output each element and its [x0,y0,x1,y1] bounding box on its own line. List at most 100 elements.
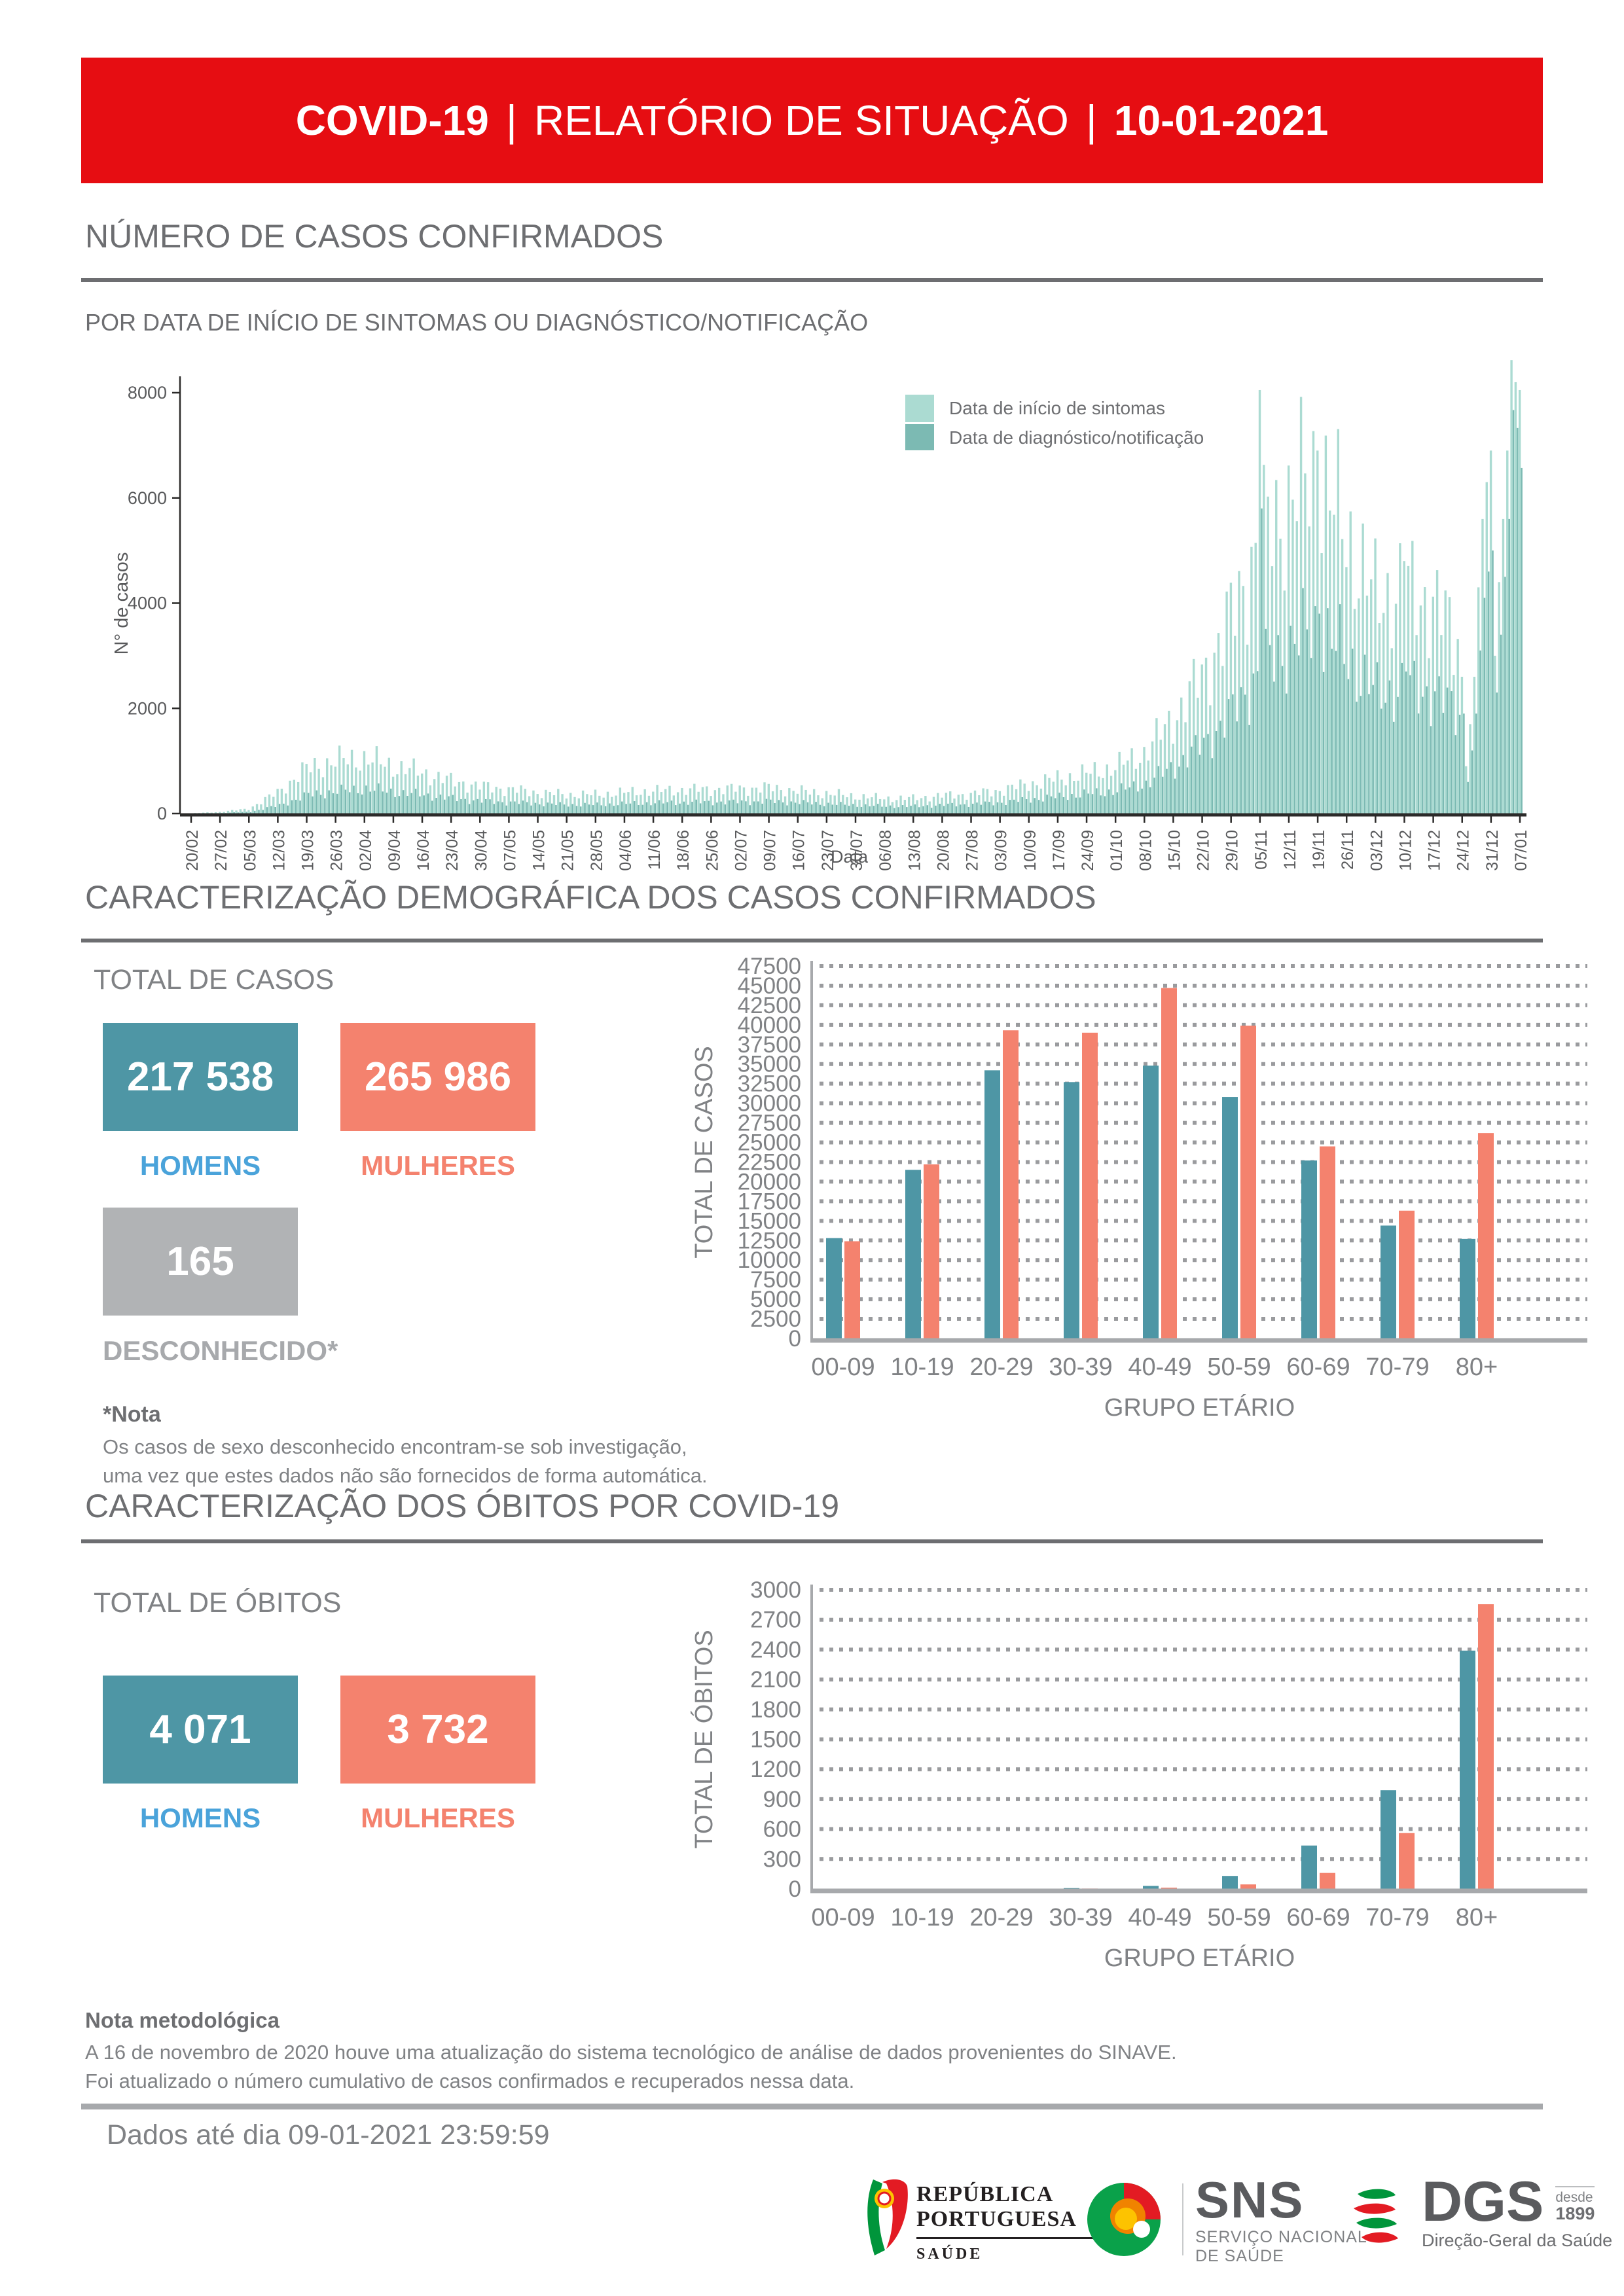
sns-logo: SNS SERVIÇO NACIONAL DE SAÚDE [1195,2171,1367,2266]
svg-text:20-29: 20-29 [969,1354,1033,1381]
svg-text:2000: 2000 [128,698,167,718]
svg-text:29/10: 29/10 [1223,830,1242,871]
svg-text:20000: 20000 [738,1169,801,1194]
dgs-since-year: 1899 [1555,2204,1595,2223]
section-cases-title: NÚMERO DE CASOS CONFIRMADOS [85,218,664,255]
sns-sub2: DE SAÚDE [1195,2247,1284,2265]
svg-text:03/12: 03/12 [1367,830,1386,871]
svg-text:05/11: 05/11 [1252,830,1271,870]
svg-text:07/01: 07/01 [1512,830,1530,871]
svg-text:32500: 32500 [738,1071,801,1097]
svg-text:25000: 25000 [738,1130,801,1156]
footer-divider [81,2104,1543,2109]
svg-text:50-59: 50-59 [1207,1354,1271,1381]
data-until-text: Dados até dia 09-01-2021 23:59:59 [107,2119,550,2151]
svg-text:31/12: 31/12 [1483,830,1502,871]
svg-text:25/06: 25/06 [703,830,721,871]
cases-unknown-box: 165 [103,1208,298,1316]
section-deaths-rule [81,1539,1543,1543]
cases-men-box: 217 538 [103,1023,298,1131]
total-deaths-label: TOTAL DE ÓBITOS [94,1587,342,1619]
deaths-by-age-chart: 0 300 600 900 1200 1500 1800 2100 2400 2700 3000 00… [690,1577,1587,1972]
republica-divider-line [916,2237,1127,2239]
svg-text:GRUPO ETÁRIO: GRUPO ETÁRIO [1104,1393,1295,1422]
svg-text:05/03: 05/03 [241,830,259,871]
republica-line2: PORTUGUESA [916,2207,1077,2231]
svg-text:08/10: 08/10 [1136,830,1155,871]
svg-text:30000: 30000 [738,1091,801,1117]
svg-text:11/06: 11/06 [645,830,664,870]
svg-text:23/04: 23/04 [443,830,461,871]
svg-text:40-49: 40-49 [1128,1904,1191,1931]
section-cases-rule [81,278,1543,282]
republica-portuguesa-logo: REPÚBLICA PORTUGUESA SAÚDE [916,2182,1127,2263]
svg-text:23/07: 23/07 [819,830,837,871]
svg-text:70-79: 70-79 [1365,1904,1429,1931]
svg-text:80+: 80+ [1456,1354,1498,1381]
deaths-women-value: 3 732 [387,1707,489,1752]
svg-text:15000: 15000 [738,1208,801,1234]
deaths-women-label: MULHERES [361,1803,515,1833]
cases-women-value: 265 986 [364,1054,512,1100]
sns-sub1: SERVIÇO NACIONAL [1195,2228,1367,2246]
svg-text:30/07: 30/07 [848,830,866,871]
banner-separator-2: | [1085,96,1097,145]
banner-title: COVID-19 [295,97,489,144]
svg-text:2400: 2400 [750,1637,801,1662]
svg-text:TOTAL DE CASOS: TOTAL DE CASOS [691,1046,718,1258]
svg-text:3000: 3000 [750,1577,801,1603]
cases-men-value: 217 538 [126,1054,274,1100]
section-deaths-title: CARACTERIZAÇÃO DOS ÓBITOS POR COVID-19 [85,1488,840,1524]
demography-note-line1: Os casos de sexo desconhecido encontram-… [103,1435,687,1458]
svg-text:300: 300 [763,1846,801,1872]
banner-date: 10-01-2021 [1113,97,1329,144]
demography-note-line2: uma vez que estes dados não são fornecid… [103,1464,708,1487]
cases-men-label: HOMENS [139,1150,261,1181]
svg-text:40000: 40000 [738,1013,801,1038]
svg-text:27/08: 27/08 [964,830,982,871]
svg-text:19/11: 19/11 [1310,830,1328,870]
svg-text:30-39: 30-39 [1049,1904,1112,1931]
svg-text:12500: 12500 [738,1228,801,1253]
svg-text:10/12: 10/12 [1396,830,1415,871]
demography-note-title: *Nota [103,1402,161,1427]
svg-text:5000: 5000 [750,1287,801,1312]
sns-divider-line [1182,2183,1183,2255]
deaths-men-box: 4 071 [103,1676,298,1784]
svg-text:09/07: 09/07 [761,830,780,871]
svg-text:60-69: 60-69 [1286,1354,1350,1381]
svg-text:Data: Data [831,847,869,867]
svg-text:900: 900 [763,1787,801,1812]
svg-text:26/11: 26/11 [1339,830,1357,870]
svg-text:09/04: 09/04 [386,830,404,871]
svg-text:06/08: 06/08 [876,830,895,871]
deaths-men-value: 4 071 [149,1707,251,1752]
section-cases-subtitle: POR DATA DE INÍCIO DE SINTOMAS OU DIAGNÓ… [85,309,869,336]
svg-text:N° de casos: N° de casos [111,552,132,655]
svg-text:27/02: 27/02 [212,830,230,871]
methodology-note-line1: A 16 de novembro de 2020 houve uma atual… [85,2041,1177,2064]
svg-text:0: 0 [789,1876,801,1902]
svg-text:01/10: 01/10 [1108,830,1126,871]
svg-text:30/04: 30/04 [472,830,490,871]
cases-women-label: MULHERES [361,1150,515,1181]
section-demography-title: CARACTERIZAÇÃO DEMOGRÁFICA DOS CASOS CON… [85,879,1096,916]
cases-women-box: 265 986 [340,1023,535,1131]
svg-text:42500: 42500 [738,993,801,1018]
svg-text:02/07: 02/07 [732,830,750,871]
sns-wordmark: SNS [1195,2171,1305,2229]
svg-text:10/09: 10/09 [1021,830,1039,871]
methodology-note-line2: Foi atualizado o número cumulativo de ca… [85,2070,855,2092]
svg-text:21/05: 21/05 [559,830,577,871]
total-cases-label: TOTAL DE CASOS [94,964,334,996]
svg-text:4000: 4000 [128,594,167,613]
deaths-women-box: 3 732 [340,1676,535,1784]
deaths-men-label: HOMENS [139,1803,261,1833]
svg-text:6000: 6000 [128,488,167,508]
svg-text:03/09: 03/09 [992,830,1011,871]
svg-text:40-49: 40-49 [1128,1354,1191,1381]
svg-text:8000: 8000 [128,383,167,403]
svg-text:20/08: 20/08 [934,830,952,871]
svg-text:12/11: 12/11 [1281,830,1299,870]
